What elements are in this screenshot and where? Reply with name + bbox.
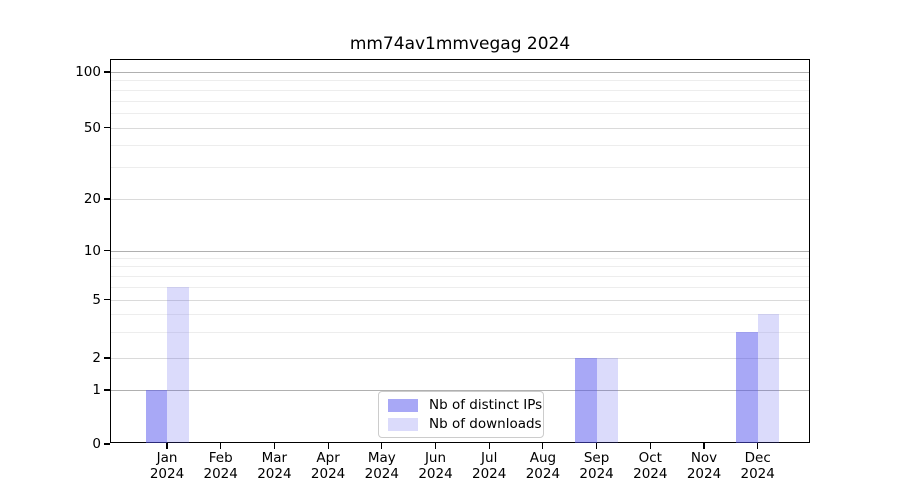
x-tick-label-sep: Sep 2024 [579, 450, 614, 482]
x-tick-label-may: May 2024 [364, 450, 399, 482]
x-tick-may [381, 443, 383, 449]
y-tick-20 [104, 198, 110, 200]
y-tick-label-10: 10 [83, 242, 101, 259]
x-tick-label-apr: Apr 2024 [310, 450, 346, 482]
y-tick-label-5: 5 [92, 291, 101, 308]
gridline-y-20 [111, 199, 809, 200]
gridline-y-90 [111, 80, 809, 82]
x-tick-jul [488, 443, 490, 449]
bar-downloads-jan [167, 286, 189, 443]
gridline-y-3 [111, 332, 809, 334]
y-tick-label-1: 1 [92, 382, 101, 398]
x-tick-aug [542, 443, 544, 449]
x-tick-jun [434, 443, 437, 449]
x-tick-label-feb: Feb 2024 [203, 450, 238, 482]
gridline-y-40 [111, 144, 809, 146]
legend-swatch-downloads [388, 417, 418, 431]
y-tick-100 [104, 71, 110, 73]
y-tick-label-20: 20 [83, 191, 101, 207]
gridline-y-50 [111, 127, 809, 129]
gridline-y-6 [111, 286, 809, 288]
x-tick-oct [649, 443, 651, 449]
x-tick-label-mar: Mar 2024 [257, 450, 292, 482]
y-tick-1 [104, 389, 110, 391]
y-tick-label-2: 2 [92, 350, 101, 366]
y-tick-2 [104, 357, 110, 359]
bar-distinct-ips-sep [575, 358, 597, 443]
y-tick-50 [104, 126, 110, 129]
legend-item-distinct-ips: Nb of distinct IPs [388, 397, 542, 413]
x-tick-label-oct: Oct 2024 [633, 450, 668, 482]
legend-label-distinct-ips: Nb of distinct IPs [429, 397, 543, 413]
gridline-y-7 [111, 275, 809, 277]
gridline-y-4 [111, 313, 809, 315]
gridline-y-60 [111, 112, 809, 114]
bar-downloads-dec [757, 313, 780, 443]
chart-title: mm74av1mmvegag 2024 [349, 34, 571, 54]
y-tick-label-50: 50 [83, 119, 101, 136]
y-tick-10 [104, 249, 110, 252]
gridline-y-70 [111, 100, 809, 102]
gridline-y-100 [111, 72, 809, 73]
x-tick-label-dec: Dec 2024 [740, 450, 775, 482]
y-tick-0 [104, 443, 110, 445]
plot-area: 0 1 2 5 10 20 50 100 Jan 2024 Feb 2024 Mar 2024 Apr 202… [75, 59, 810, 482]
gridline-y-9 [111, 257, 809, 259]
x-tick-label-jun: Jun 2024 [418, 450, 453, 482]
x-tick-sep [596, 443, 598, 449]
gridline-y-30 [111, 167, 809, 169]
x-tick-label-jan: Jan 2024 [149, 450, 185, 482]
x-tick-label-aug: Aug 2024 [525, 450, 561, 482]
gridline-y-2 [111, 358, 809, 359]
y-tick-label-100: 100 [75, 64, 101, 80]
x-tick-mar [273, 443, 275, 449]
legend: Nb of distinct IPs Nb of downloads [378, 391, 544, 438]
gridline-y-80 [111, 89, 809, 91]
bar-downloads-sep [596, 358, 619, 443]
x-tick-apr [327, 443, 329, 449]
x-tick-feb [220, 443, 222, 449]
legend-item-downloads: Nb of downloads [388, 416, 542, 432]
x-tick-nov [703, 443, 705, 449]
gridline-y-10 [111, 250, 809, 252]
y-tick-5 [104, 298, 110, 301]
x-tick-jan [166, 443, 168, 449]
bar-distinct-ips-jan [145, 390, 167, 443]
bar-distinct-ips-dec [736, 332, 758, 443]
x-tick-dec [757, 443, 759, 449]
gridline-y-5 [111, 299, 809, 301]
legend-label-downloads: Nb of downloads [429, 416, 542, 432]
gridline-y-8 [111, 266, 809, 268]
x-tick-label-nov: Nov 2024 [686, 450, 722, 482]
legend-swatch-distinct-ips [388, 398, 418, 412]
x-tick-label-jul: Jul 2024 [472, 450, 507, 482]
y-tick-label-0: 0 [92, 436, 101, 452]
gridline-y-1 [111, 390, 809, 391]
